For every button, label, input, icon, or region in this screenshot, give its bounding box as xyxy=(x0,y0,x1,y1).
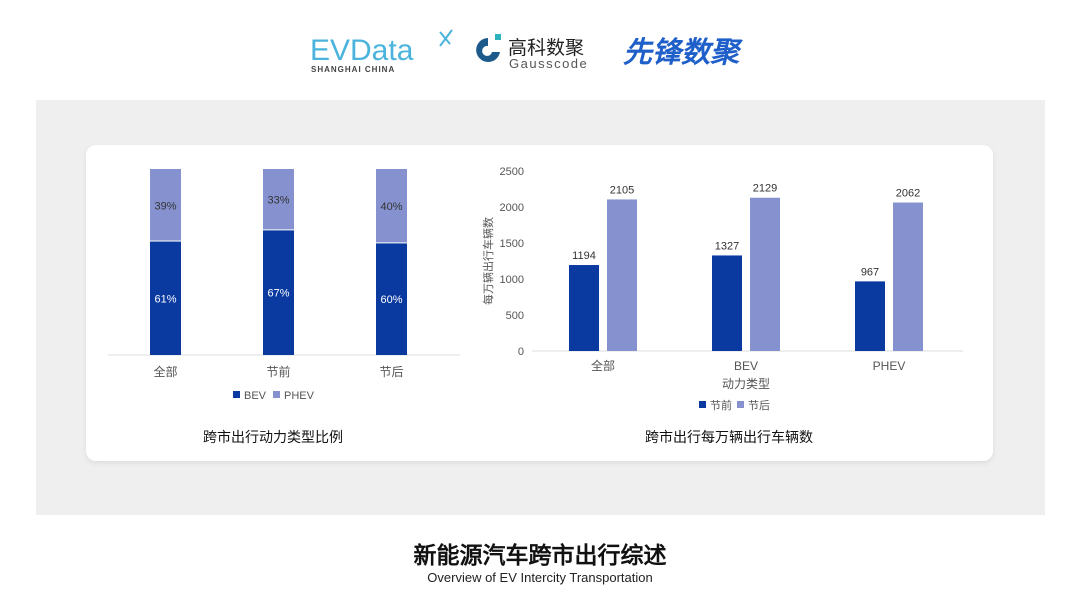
bar-bev-1 xyxy=(263,230,294,355)
category-label: 节后 xyxy=(379,365,403,379)
bar-before-0 xyxy=(569,265,599,351)
legend-swatch-phev xyxy=(273,391,280,398)
data-label: 1327 xyxy=(715,240,739,252)
bar-bev-0 xyxy=(150,241,181,355)
bar-phev-2 xyxy=(376,169,407,243)
evdata-logo-text: EVData xyxy=(310,34,414,67)
legend-label-after: 节后 xyxy=(748,399,770,412)
bar-before-1 xyxy=(712,255,742,351)
legend-swatch-before xyxy=(699,401,706,408)
footer-subtitle: Overview of EV Intercity Transportation xyxy=(427,570,653,585)
chart-title: 跨市出行每万辆出行车辆数 xyxy=(645,429,813,445)
bar-after-2 xyxy=(893,202,923,351)
y-tick-label: 1000 xyxy=(500,274,524,286)
data-label-phev: 39% xyxy=(154,200,176,212)
chart-card xyxy=(86,145,993,461)
data-label-phev: 33% xyxy=(267,195,289,207)
logos: EVData SHANGHAI CHINA 高科数聚 Gausscode 先锋数… xyxy=(310,29,743,74)
bar-after-0 xyxy=(607,199,637,351)
x-axis-title: 动力类型 xyxy=(722,377,770,391)
legend-label-before: 节前 xyxy=(710,398,732,412)
category-label: PHEV xyxy=(873,359,906,373)
category-label: 节前 xyxy=(266,364,290,379)
legend-swatch-after xyxy=(737,401,744,408)
footer-title: 新能源汽车跨市出行综述 xyxy=(413,543,667,569)
y-tick-label: 2000 xyxy=(500,202,524,214)
category-label: 全部 xyxy=(591,358,615,373)
bar-phev-0 xyxy=(150,169,181,241)
evdata-logo-sub: SHANGHAI CHINA xyxy=(311,65,395,74)
y-tick-label: 1500 xyxy=(500,238,524,250)
data-label: 967 xyxy=(861,266,879,278)
bar-bev-2 xyxy=(376,243,407,355)
bar-before-2 xyxy=(855,281,885,351)
bar-after-1 xyxy=(750,197,780,351)
gausscode-en: Gausscode xyxy=(509,56,588,71)
category-label: BEV xyxy=(734,359,758,373)
data-label: 2062 xyxy=(896,188,920,200)
data-label: 2129 xyxy=(753,183,777,195)
gausscode-cn: 高科数聚 xyxy=(508,37,584,59)
data-label-phev: 40% xyxy=(380,201,402,213)
data-label: 2105 xyxy=(610,184,634,196)
data-label: 1194 xyxy=(572,250,596,262)
data-label-bev: 61% xyxy=(154,293,176,305)
legend-label-bev: BEV xyxy=(244,390,267,402)
bar-phev-1 xyxy=(263,169,294,230)
chart-title: 跨市出行动力类型比例 xyxy=(203,429,343,445)
legend-label-phev: PHEV xyxy=(284,390,315,402)
evdata-logo: EVData SHANGHAI CHINA xyxy=(310,29,453,74)
y-tick-label: 2500 xyxy=(500,166,524,178)
legend-swatch-bev xyxy=(233,391,240,398)
y-axis-title: 每万辆出行车辆数 xyxy=(481,217,495,305)
y-tick-label: 500 xyxy=(506,310,524,322)
category-label: 全部 xyxy=(153,364,177,379)
xianfeng-logo: 先锋数聚 xyxy=(623,37,743,69)
data-label-bev: 67% xyxy=(267,288,289,300)
data-label-bev: 60% xyxy=(380,294,402,306)
y-tick-label: 0 xyxy=(518,346,524,358)
gausscode-logo: 高科数聚 Gausscode xyxy=(476,34,588,71)
